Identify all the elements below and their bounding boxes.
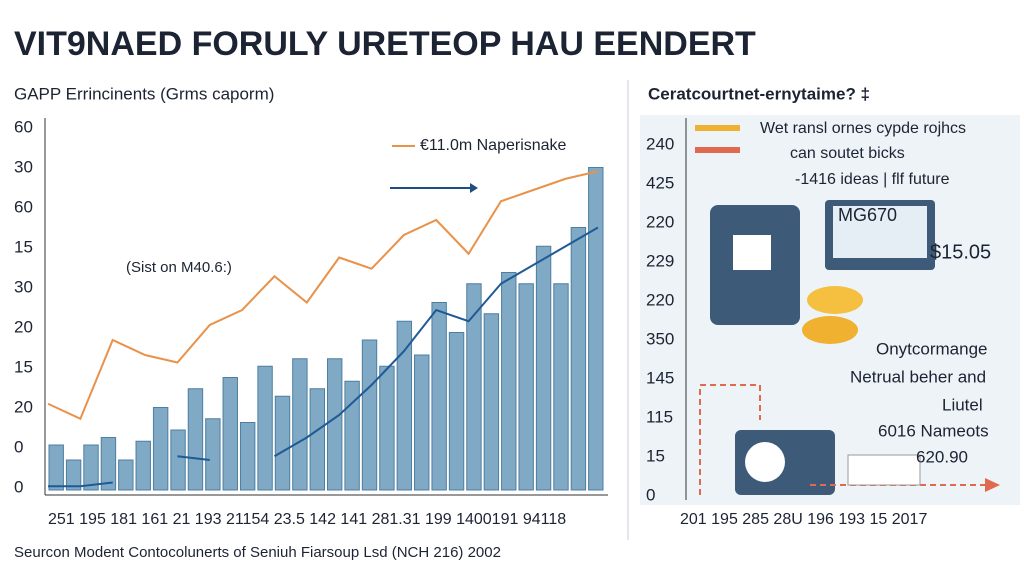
- panel-text: $15.05: [930, 241, 991, 263]
- coins-icon: [802, 316, 858, 344]
- footer: Seurcon Modent Contocolunerts of Seniuh …: [14, 544, 501, 561]
- y-axis-label: 30: [14, 277, 33, 296]
- bar: [344, 380, 360, 491]
- bar: [292, 358, 308, 491]
- bar: [187, 388, 204, 491]
- panel-text: can soutet bicks: [790, 145, 905, 162]
- bar: [553, 283, 569, 491]
- right-x-text: 201 195 285 28U 196 193 15 2017: [680, 511, 927, 528]
- flow-arrow: [985, 478, 1000, 492]
- bar: [361, 339, 378, 491]
- bar: [309, 388, 325, 491]
- bar: [274, 395, 291, 491]
- legend-swatch: [695, 147, 740, 153]
- y-axis-label: 0: [14, 477, 23, 496]
- y-axis-label: 60: [14, 197, 33, 216]
- panel-text: 620.90: [916, 447, 968, 466]
- bar: [222, 377, 238, 491]
- laptop-screen: [833, 206, 927, 258]
- y-axis-label: 15: [14, 237, 33, 256]
- right-title: Ceratcourtnet-ernytaime? ‡: [648, 84, 870, 103]
- right-y-label: 220: [646, 290, 674, 309]
- bar: [257, 365, 273, 491]
- bar: [100, 437, 117, 491]
- bar: [448, 332, 465, 491]
- title: VIT9NAED FORULY URETEOP HAU EENDERT: [14, 25, 756, 63]
- bar: [588, 167, 604, 491]
- right-y-label: 15: [646, 446, 665, 465]
- y-axis-label: 15: [14, 357, 33, 376]
- right-y-label: 350: [646, 329, 674, 348]
- bar: [535, 245, 552, 491]
- subtitle: GAPP Errincinents (Grms caporm): [14, 84, 274, 103]
- annotation: €11.0m Naperisnake: [420, 137, 567, 154]
- fridge-label: [733, 235, 771, 270]
- flow-line: [699, 384, 985, 495]
- bar: [118, 459, 134, 491]
- right-y-label: 0: [646, 485, 655, 504]
- bar: [205, 418, 221, 491]
- y-axis-label: 0: [14, 437, 23, 456]
- right-y-label: 240: [646, 134, 674, 153]
- device-dial: [745, 442, 785, 482]
- bar: [483, 313, 500, 491]
- bar: [170, 429, 186, 491]
- right-y-label: 220: [646, 212, 674, 231]
- right-y-label: 145: [646, 368, 674, 387]
- bar: [414, 354, 430, 491]
- bar: [466, 283, 482, 491]
- bar: [327, 358, 343, 491]
- coins-icon: [807, 286, 863, 314]
- bar: [239, 422, 256, 491]
- line: [48, 226, 599, 488]
- right-y-label: 425: [646, 173, 674, 192]
- arrowhead: [470, 183, 478, 193]
- bar: [83, 444, 99, 491]
- bar: [135, 440, 151, 491]
- bar: [570, 227, 587, 491]
- y-axis-label: 20: [14, 397, 33, 416]
- bar: [396, 320, 413, 491]
- panel-text: Wet ransl ornes cypde rojhcs: [760, 120, 966, 137]
- right-y-label: 115: [646, 407, 673, 426]
- bar: [48, 444, 64, 491]
- annotation: (Sist on M40.6:): [126, 259, 232, 276]
- panel-text: 6016 Nameots: [878, 421, 989, 440]
- panel-text: Liutel: [942, 395, 983, 414]
- y-axis-label: 30: [14, 157, 33, 176]
- bar: [65, 459, 82, 491]
- y-axis-label: 60: [14, 117, 33, 136]
- panel-text: -1416 ideas | flf future: [795, 171, 950, 188]
- panel-text: Onytcormange: [876, 339, 988, 358]
- panel-text: Netrual beher and: [850, 367, 986, 386]
- panel-text: MG670: [838, 205, 897, 225]
- x-axis-text: 251 195 181 161 21 193 21154 23.5 142 14…: [48, 511, 566, 528]
- bar: [431, 302, 447, 491]
- bar: [518, 283, 534, 491]
- line: [47, 170, 599, 421]
- card-icon: [847, 454, 921, 486]
- bar: [501, 272, 517, 491]
- legend-swatch: [695, 125, 740, 131]
- y-axis-label: 20: [14, 317, 33, 336]
- bar: [379, 365, 395, 491]
- right-y-label: 229: [646, 251, 674, 270]
- bar: [152, 407, 169, 491]
